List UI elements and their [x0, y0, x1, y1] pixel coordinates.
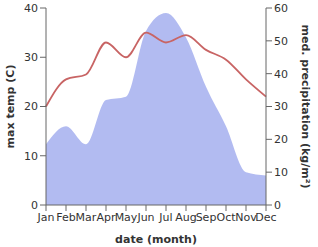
svg-text:Mar: Mar: [76, 211, 97, 224]
svg-text:0: 0: [31, 199, 38, 212]
svg-text:Feb: Feb: [56, 211, 75, 224]
svg-text:60: 60: [274, 2, 288, 15]
svg-text:Aug: Aug: [175, 211, 196, 224]
svg-text:40: 40: [24, 2, 38, 15]
svg-text:Oct: Oct: [216, 211, 236, 224]
svg-text:May: May: [115, 211, 138, 224]
svg-text:Nov: Nov: [235, 211, 257, 224]
svg-text:30: 30: [24, 51, 38, 64]
svg-text:10: 10: [274, 166, 288, 179]
svg-text:date (month): date (month): [115, 233, 197, 246]
svg-text:20: 20: [274, 133, 288, 146]
svg-text:50: 50: [274, 35, 288, 48]
svg-text:Apr: Apr: [96, 211, 116, 224]
svg-text:30: 30: [274, 100, 288, 113]
svg-text:20: 20: [24, 100, 38, 113]
svg-text:40: 40: [274, 68, 288, 81]
svg-text:Jul: Jul: [158, 211, 172, 224]
svg-text:Dec: Dec: [255, 211, 276, 224]
svg-text:Jun: Jun: [136, 211, 154, 224]
svg-text:10: 10: [24, 150, 38, 163]
svg-text:Sep: Sep: [196, 211, 217, 224]
svg-text:med. precipitation (kg/m²): med. precipitation (kg/m²): [299, 25, 310, 189]
svg-text:Jan: Jan: [37, 211, 55, 224]
svg-text:max temp (C): max temp (C): [8, 65, 17, 149]
svg-text:0: 0: [274, 199, 281, 212]
